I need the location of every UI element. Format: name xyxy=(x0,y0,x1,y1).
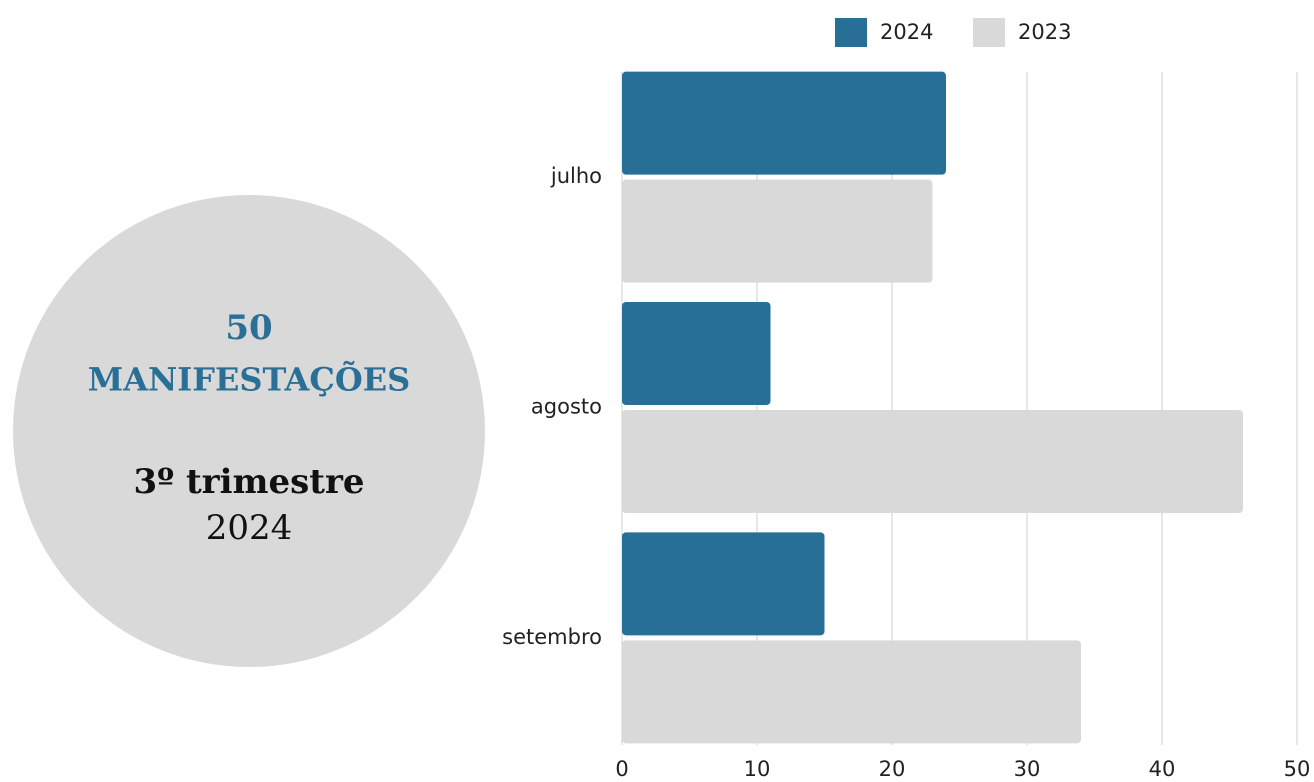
x-tick-label: 40 xyxy=(1149,757,1176,781)
bar xyxy=(622,302,771,405)
y-tick-label: agosto xyxy=(531,395,602,419)
legend-label: 2024 xyxy=(880,20,933,44)
badge-period: 3º trimestre xyxy=(133,462,364,502)
legend-swatch xyxy=(973,18,1005,47)
badge-count: 50 xyxy=(225,308,272,348)
x-tick-label: 20 xyxy=(879,757,906,781)
y-tick-label: setembro xyxy=(502,625,602,649)
legend-label: 2023 xyxy=(1018,20,1071,44)
x-tick-label: 10 xyxy=(744,757,771,781)
badge-year: 2024 xyxy=(206,508,293,548)
bar xyxy=(622,640,1081,744)
x-tick-label: 0 xyxy=(615,757,628,781)
legend-swatch xyxy=(835,18,867,47)
x-tick-label: 50 xyxy=(1284,757,1311,781)
bar xyxy=(622,71,946,175)
bar xyxy=(622,410,1243,513)
x-tick-label: 30 xyxy=(1014,757,1041,781)
y-tick-label: julho xyxy=(550,164,602,188)
badge-label: MANIFESTAÇÕES xyxy=(88,361,410,399)
bar xyxy=(622,532,825,636)
bar xyxy=(622,179,933,283)
badge-circle xyxy=(13,195,485,667)
